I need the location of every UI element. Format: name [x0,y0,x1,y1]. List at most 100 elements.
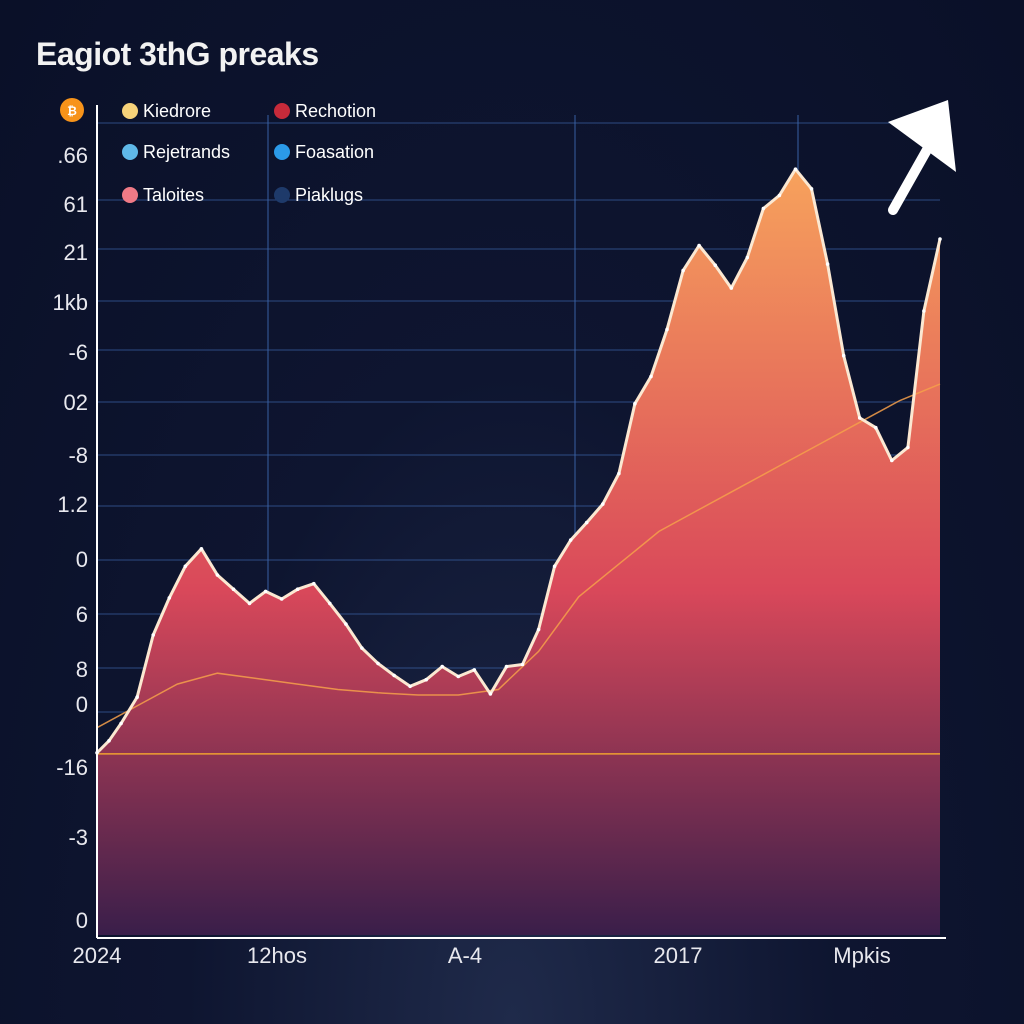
price-point [247,601,252,606]
y-tick-label: 0 [76,908,88,933]
y-tick-label: 0 [76,692,88,717]
trend-arrow-head [888,100,956,172]
x-tick-label: 2024 [73,943,122,968]
price-point [568,538,573,542]
price-point [601,502,605,506]
price-point [890,458,894,463]
price-point [649,374,653,379]
price-point [857,416,862,420]
price-point [472,668,477,672]
price-point [167,596,172,600]
price-point [215,573,220,577]
legend-marker [122,187,138,203]
legend-item: Foasation [274,142,374,162]
price-point [520,662,525,667]
y-tick-label: 6 [76,602,88,627]
line-layer [95,167,942,755]
price-point [408,684,412,689]
y-tick-label: 0 [76,547,88,572]
price-area [97,169,940,935]
trend-arrow [888,100,956,215]
legend-item: Rejetrands [122,142,230,162]
x-tick-label: Mpkis [833,943,890,968]
price-point [199,547,204,551]
legend-label: Kiedrore [143,101,211,121]
legend-marker [122,144,138,160]
price-point [424,677,429,682]
legend-label: Foasation [295,142,374,162]
price-point [536,627,541,632]
x-axis-ticks: 2024 12hos A-4 2017 Mpkis [73,943,891,968]
legend-marker [274,144,290,160]
price-point [938,237,942,241]
price-point [279,597,284,601]
price-point [697,243,701,248]
price-point [665,327,669,332]
price-point [793,167,798,171]
legend-item: Kiedrore [122,101,211,121]
price-point [922,309,926,313]
price-point [745,255,750,260]
price-point [392,673,396,678]
moving-average-line [96,383,941,729]
y-tick-label: 8 [76,657,88,682]
bitcoin-icon: ₿ [60,98,84,122]
price-point [504,664,509,669]
price-point [263,589,268,594]
legend-item: Piaklugs [274,185,363,205]
price-point [344,622,348,626]
legend-label: Rejetrands [143,142,230,162]
chart-title: Eagiot 3thG preaks [36,36,319,72]
legend-label: Taloites [143,185,204,205]
x-tick-label: 2017 [654,943,703,968]
price-point [729,286,734,290]
legend-marker [274,103,290,119]
y-tick-label: -8 [68,443,88,468]
axes [96,105,946,939]
price-point [681,268,685,273]
price-point [295,587,300,591]
price-point [617,471,621,476]
svg-text:₿: ₿ [67,104,77,118]
price-point [906,445,910,450]
legend-marker [274,187,290,203]
price-point [777,193,782,198]
y-tick-label: 1kb [53,290,88,315]
y-tick-label: 21 [64,240,88,265]
price-point [328,601,332,606]
y-tick-label: -6 [68,340,88,365]
price-point [312,581,316,586]
legend-label: Rechotion [295,101,376,121]
price-point [761,206,766,211]
price-area-layer [97,169,940,935]
price-point [874,425,878,430]
y-tick-label: 1.2 [57,492,88,517]
legend: ₿ Kiedrore Rechotion Rejetrands Foasation Tal… [60,98,376,205]
price-point [633,401,637,406]
price-point [360,646,364,650]
y-tick-label: -3 [68,825,88,850]
price-point [809,187,814,191]
price-line [95,167,942,754]
x-tick-label: 12hos [247,943,307,968]
legend-label: Piaklugs [295,185,363,205]
y-tick-label: .66 [57,143,88,168]
y-axis-ticks: .66 61 21 1kb -6 02 -8 1.2 0 6 8 0 -16 -3 0 [53,143,88,933]
legend-item: Taloites [122,185,204,205]
price-point [841,353,846,358]
price-point [231,587,236,591]
x-tick-label: A-4 [448,943,482,968]
y-tick-label: 61 [64,192,88,217]
price-point [119,721,123,726]
legend-marker [122,103,138,119]
price-point [107,739,111,743]
price-point [825,262,830,266]
y-tick-label: 02 [64,390,88,415]
price-point [488,692,493,696]
legend-item: Rechotion [274,101,376,121]
price-point [552,564,557,569]
price-point [135,695,139,699]
price-point [376,661,380,666]
trend-arrow-shaft [888,143,933,215]
